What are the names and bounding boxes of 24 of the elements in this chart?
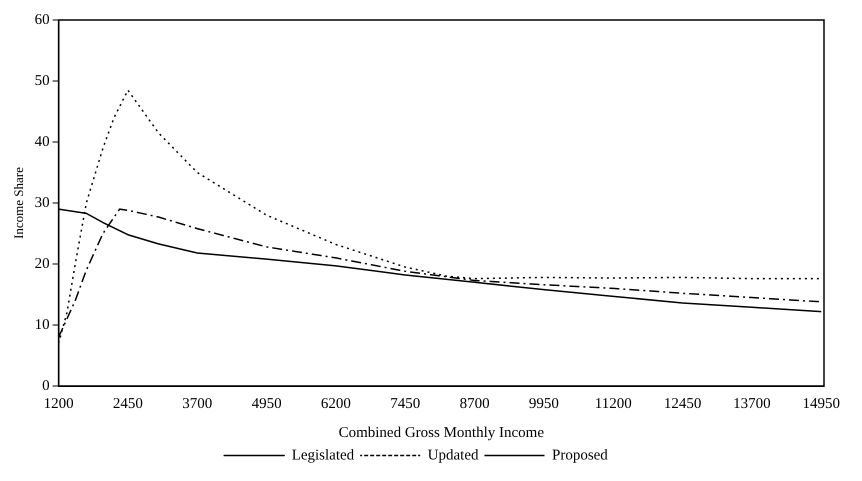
x-tick-label: 1200: [44, 396, 74, 412]
y-tick-label: 10: [34, 316, 50, 333]
x-axis-title: Combined Gross Monthly Income: [338, 424, 544, 441]
x-tick-label: 9950: [528, 396, 559, 412]
x-tick-label: 6200: [320, 396, 351, 412]
x-tick-label: 3700: [182, 396, 212, 412]
x-tick-label: 13700: [733, 396, 771, 412]
y-tick-label: 40: [34, 134, 50, 150]
x-tick-label: 14950: [802, 396, 840, 412]
x-tick-label: 8700: [460, 396, 490, 412]
y-tick-label: 30: [34, 194, 50, 211]
x-tick-label: 2450: [112, 396, 143, 412]
legend-label: Proposed: [552, 447, 608, 464]
x-tick-label: 4950: [252, 396, 282, 412]
y-tick-label: 20: [34, 256, 50, 272]
legend-label: Legislated: [292, 447, 355, 464]
x-tick-label: 12450: [664, 396, 702, 412]
x-tick-label: 7450: [390, 396, 420, 412]
x-tick-label: 11200: [594, 396, 632, 412]
y-tick-label: 60: [34, 12, 50, 28]
y-tick-label: 0: [42, 378, 50, 394]
legend-label: Updated: [428, 447, 479, 464]
y-axis-title: Income Share: [11, 166, 26, 239]
y-tick-label: 50: [34, 72, 50, 89]
